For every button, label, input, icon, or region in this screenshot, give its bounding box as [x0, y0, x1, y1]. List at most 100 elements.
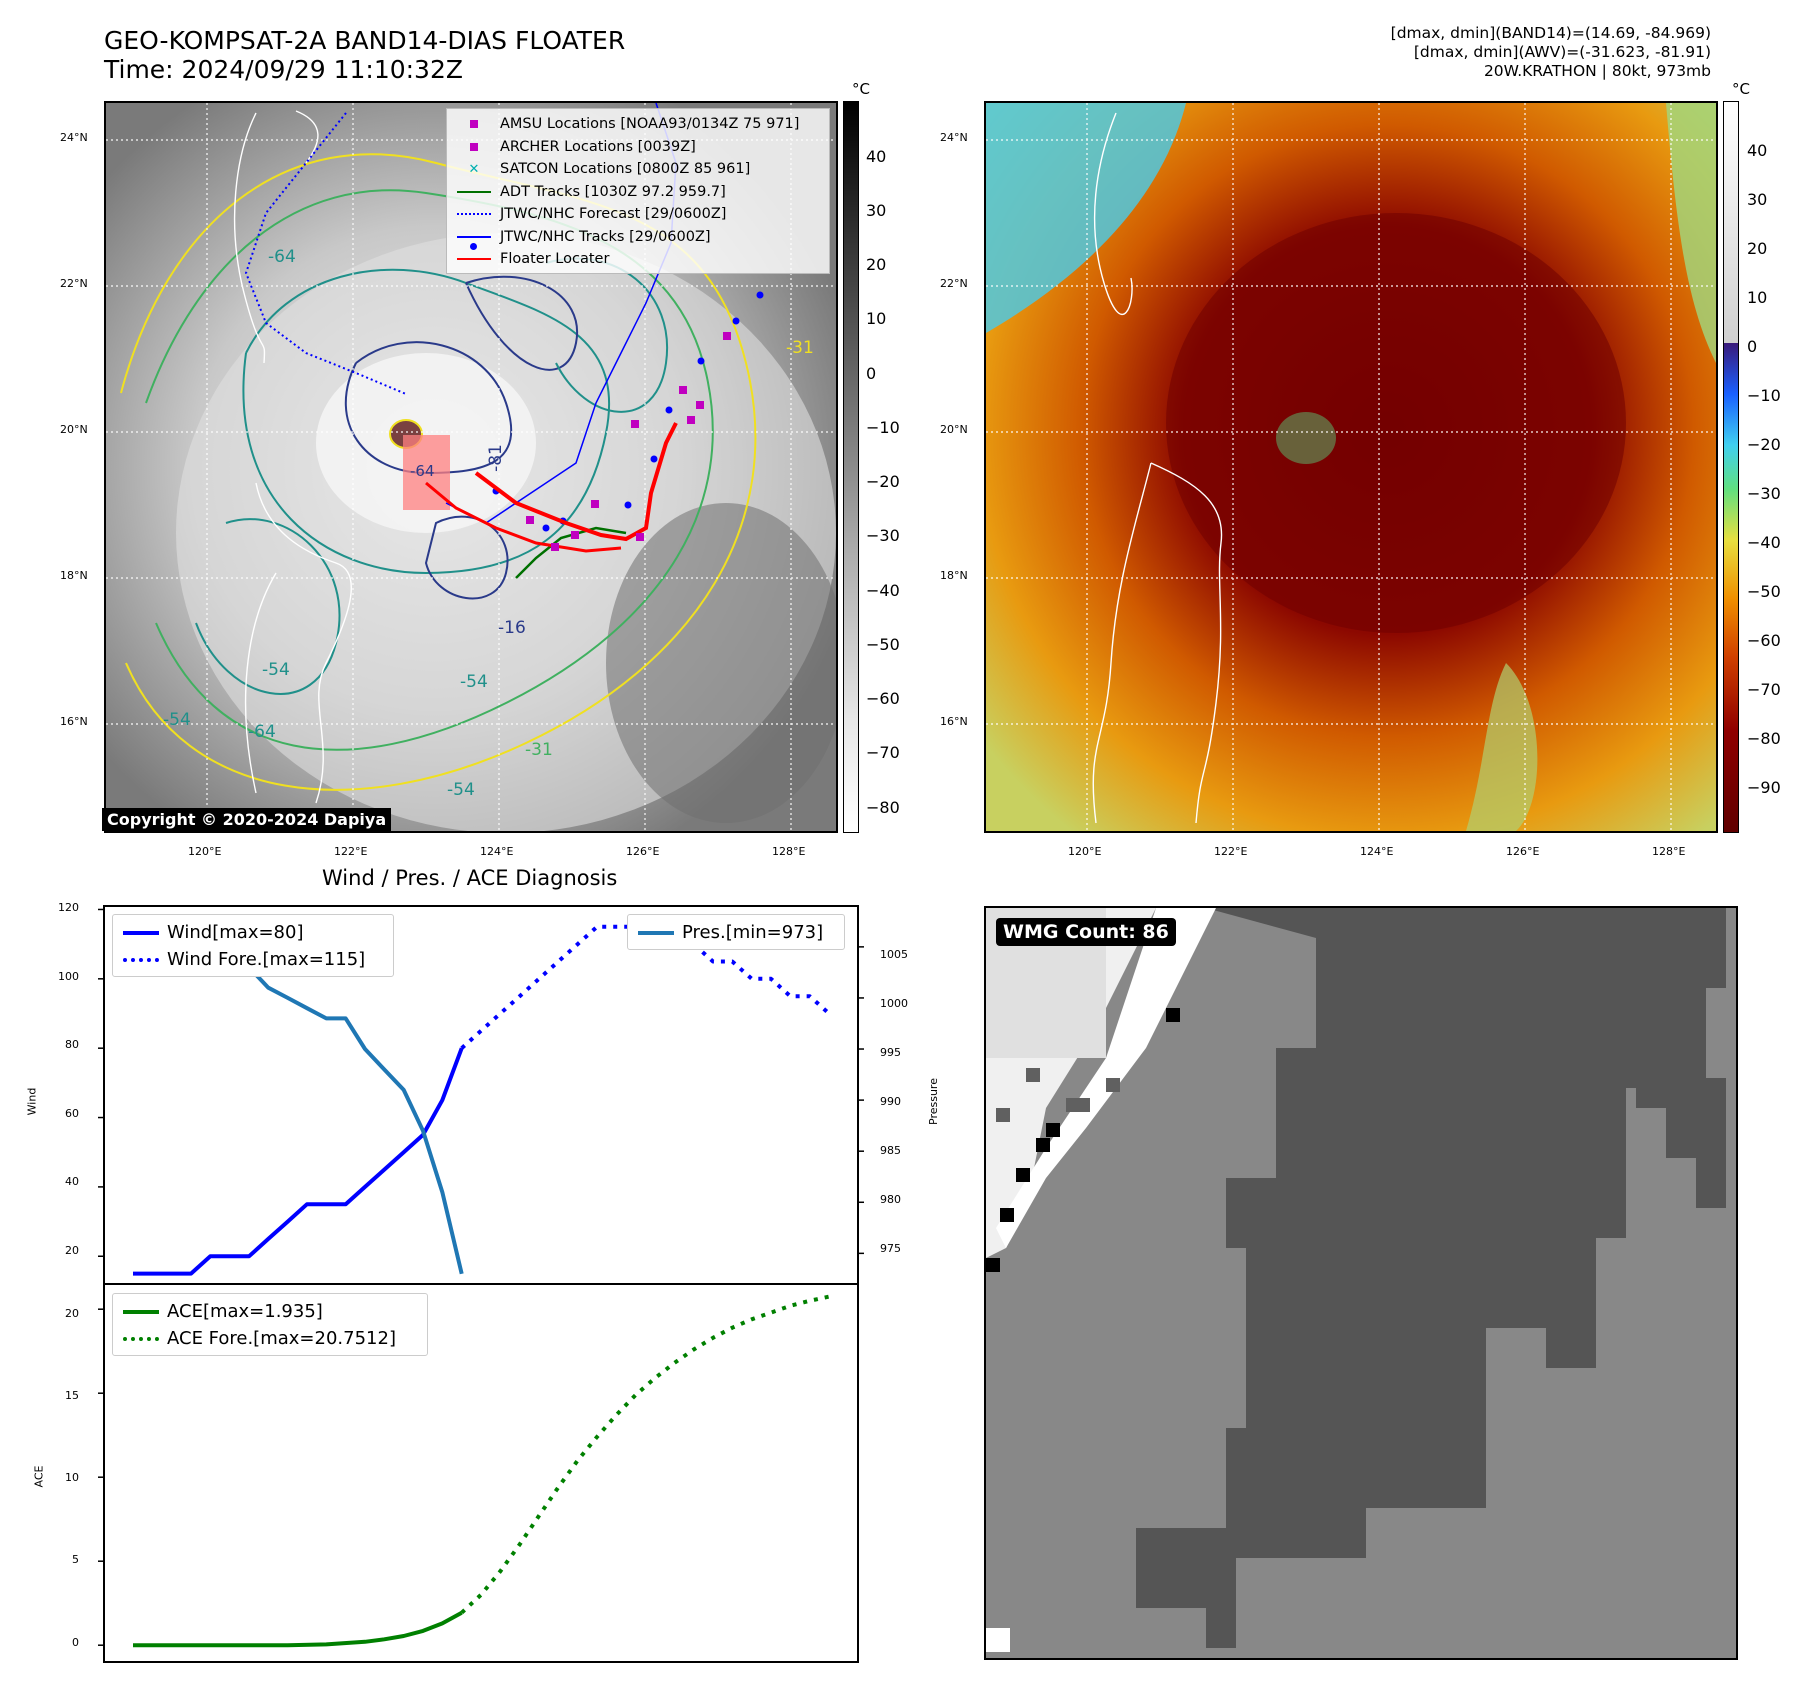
legend-item-wind: Wind[max=80] — [121, 919, 385, 946]
square-marker-icon — [454, 120, 494, 129]
lat-tick: 16°N — [60, 715, 88, 728]
colorbar-tick: −20 — [866, 472, 900, 491]
colorbar-tick: −60 — [866, 689, 900, 708]
legend-item-pressure: Pres.[min=973] — [636, 919, 836, 946]
legend-label: JTWC/NHC Forecast [29/0600Z] — [500, 206, 727, 223]
legend-label: ADT Tracks [1030Z 97.2 959.7] — [500, 183, 726, 200]
colorbar-tick: 10 — [866, 309, 887, 328]
ace-tick: 0 — [72, 1636, 79, 1649]
wind-legend: Wind[max=80] Wind Fore.[max=115] — [112, 914, 394, 977]
colorbar-tick: −10 — [1747, 386, 1781, 405]
ir-colorbar — [843, 101, 859, 833]
lat-tick: 20°N — [60, 423, 88, 436]
pressure-tick: 980 — [880, 1193, 901, 1206]
pressure-tick: 985 — [880, 1144, 901, 1157]
lat-tick: 22°N — [940, 277, 968, 290]
lon-tick: 126°E — [626, 845, 660, 858]
lon-tick: 128°E — [1652, 845, 1686, 858]
colorbar-tick: −20 — [1747, 435, 1781, 454]
ace-tick: 15 — [65, 1389, 79, 1402]
colorbar-tick: −80 — [1747, 729, 1781, 748]
colorbar-tick: −40 — [1747, 533, 1781, 552]
awv-colorbar — [1723, 101, 1739, 833]
wind-tick: 120 — [58, 901, 79, 914]
wind-tick: 60 — [65, 1107, 79, 1120]
copyright-label: Copyright © 2020-2024 Dapiya — [102, 808, 392, 831]
lat-tick: 20°N — [940, 423, 968, 436]
legend-label: ACE Fore.[max=20.7512] — [167, 1328, 396, 1349]
legend-label: Wind Fore.[max=115] — [167, 949, 366, 970]
ace-frame — [103, 1283, 859, 1663]
solid-line-icon — [121, 930, 161, 935]
solid-line-icon — [121, 1309, 161, 1314]
ace-axis-label: ACE — [32, 1465, 46, 1488]
solid-line-icon — [454, 258, 494, 261]
legend-label: Pres.[min=973] — [682, 922, 824, 943]
lat-tick: 22°N — [60, 277, 88, 290]
legend-item-wind-fore: Wind Fore.[max=115] — [121, 946, 385, 973]
diag-title: Wind / Pres. / ACE Diagnosis — [322, 866, 618, 890]
contour-label: -54 — [460, 672, 488, 692]
lat-tick: 18°N — [60, 569, 88, 582]
ace-tick: 10 — [65, 1471, 79, 1484]
contour-label: -64 — [410, 462, 435, 480]
colorbar-tick: 30 — [866, 201, 887, 220]
solid-line-icon — [636, 930, 676, 935]
lon-tick: 120°E — [188, 845, 222, 858]
pressure-tick: 995 — [880, 1046, 901, 1059]
lon-tick: 124°E — [1360, 845, 1394, 858]
figure-title: GEO-KOMPSAT-2A BAND14-DIAS FLOATER Time:… — [104, 26, 625, 84]
colorbar-unit: °C — [1732, 80, 1750, 98]
lon-tick: 128°E — [772, 845, 806, 858]
wind-tick: 100 — [58, 970, 79, 983]
legend-item-tracks: JTWC/NHC Tracks [29/0600Z] — [454, 226, 822, 250]
legend-label: Floater Locater — [500, 251, 610, 268]
ace-forecast-line — [460, 1294, 830, 1615]
lon-tick: 122°E — [334, 845, 368, 858]
colorbar-tick: 20 — [866, 255, 887, 274]
contour-label: -31 — [786, 338, 814, 358]
stats-line-1: [dmax, dmin](BAND14)=(14.69, -84.969) — [1390, 24, 1711, 42]
dotted-line-icon — [454, 213, 494, 216]
legend-label: SATCON Locations [0800Z 85 961] — [500, 161, 751, 178]
contour-label: -54 — [163, 710, 191, 730]
stats-block: [dmax, dmin](BAND14)=(14.69, -84.969) [d… — [1391, 24, 1711, 81]
wmg-image — [986, 908, 1736, 1658]
legend-item-forecast: JTWC/NHC Forecast [29/0600Z] — [454, 203, 822, 226]
stats-line-2: [dmax, dmin](AWV)=(-31.623, -81.91) — [1413, 43, 1711, 61]
wind-line — [133, 1047, 464, 1276]
dotted-line-icon — [121, 1336, 161, 1341]
colorbar-tick: 40 — [866, 147, 887, 166]
legend-item-adt: ADT Tracks [1030Z 97.2 959.7] — [454, 181, 822, 204]
lat-tick: 24°N — [60, 131, 88, 144]
lat-tick: 16°N — [940, 715, 968, 728]
colorbar-tick: −70 — [1747, 680, 1781, 699]
title-line-1: GEO-KOMPSAT-2A BAND14-DIAS FLOATER — [104, 26, 626, 55]
awv-map-image — [986, 103, 1716, 831]
pressure-tick: 975 — [880, 1242, 901, 1255]
map-legend: AMSU Locations [NOAA93/0134Z 75 971] ARC… — [446, 108, 830, 274]
legend-item-ace-fore: ACE Fore.[max=20.7512] — [121, 1325, 419, 1352]
colorbar-tick: 30 — [1747, 190, 1768, 209]
lat-tick: 18°N — [940, 569, 968, 582]
solid-line-icon — [454, 190, 494, 193]
pressure-tick: 990 — [880, 1095, 901, 1108]
wmg-panel — [984, 906, 1738, 1660]
colorbar-tick: −40 — [866, 581, 900, 600]
legend-item-floater: Floater Locater — [454, 248, 822, 271]
dotted-line-icon — [121, 957, 161, 962]
colorbar-unit: °C — [852, 80, 870, 98]
colorbar-tick: −50 — [1747, 582, 1781, 601]
contour-label: -54 — [262, 660, 290, 680]
colorbar-tick: 0 — [866, 364, 877, 383]
x-marker-icon: ✕ — [468, 161, 480, 177]
lat-tick: 24°N — [940, 131, 968, 144]
legend-label: Wind[max=80] — [167, 922, 304, 943]
colorbar-tick: −30 — [1747, 484, 1781, 503]
wind-tick: 20 — [65, 1244, 79, 1257]
contour-label: -64 — [268, 247, 296, 267]
colorbar-tick: 10 — [1747, 288, 1768, 307]
contour-label: -31 — [525, 740, 553, 760]
lon-tick: 120°E — [1068, 845, 1102, 858]
square-marker-icon — [454, 142, 494, 151]
